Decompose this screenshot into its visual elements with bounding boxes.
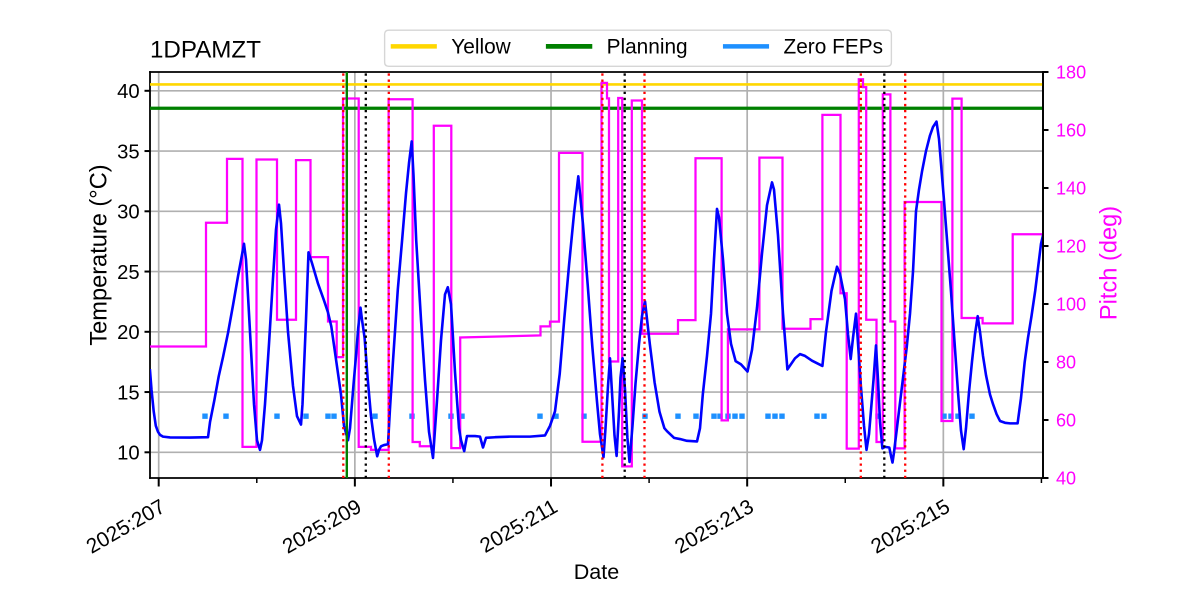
svg-text:60: 60 — [1056, 411, 1076, 431]
svg-text:140: 140 — [1056, 179, 1086, 199]
svg-text:40: 40 — [1056, 469, 1076, 489]
svg-text:80: 80 — [1056, 353, 1076, 373]
svg-text:10: 10 — [117, 443, 140, 465]
svg-text:Planning: Planning — [607, 36, 688, 59]
svg-text:180: 180 — [1056, 63, 1086, 83]
svg-text:100: 100 — [1056, 295, 1086, 315]
svg-text:25: 25 — [117, 262, 140, 284]
svg-text:15: 15 — [117, 382, 140, 404]
svg-text:160: 160 — [1056, 121, 1086, 141]
svg-text:35: 35 — [117, 141, 140, 163]
svg-text:Pitch (deg): Pitch (deg) — [1096, 206, 1122, 320]
svg-text:40: 40 — [117, 81, 140, 103]
svg-text:Zero FEPs: Zero FEPs — [784, 36, 884, 59]
svg-text:Temperature (°C): Temperature (°C) — [87, 164, 113, 345]
svg-text:120: 120 — [1056, 237, 1086, 257]
svg-text:Date: Date — [574, 560, 619, 584]
svg-text:Yellow: Yellow — [451, 36, 511, 59]
svg-text:20: 20 — [117, 322, 140, 344]
svg-text:1DPAMZT: 1DPAMZT — [150, 36, 261, 63]
svg-text:30: 30 — [117, 202, 140, 224]
